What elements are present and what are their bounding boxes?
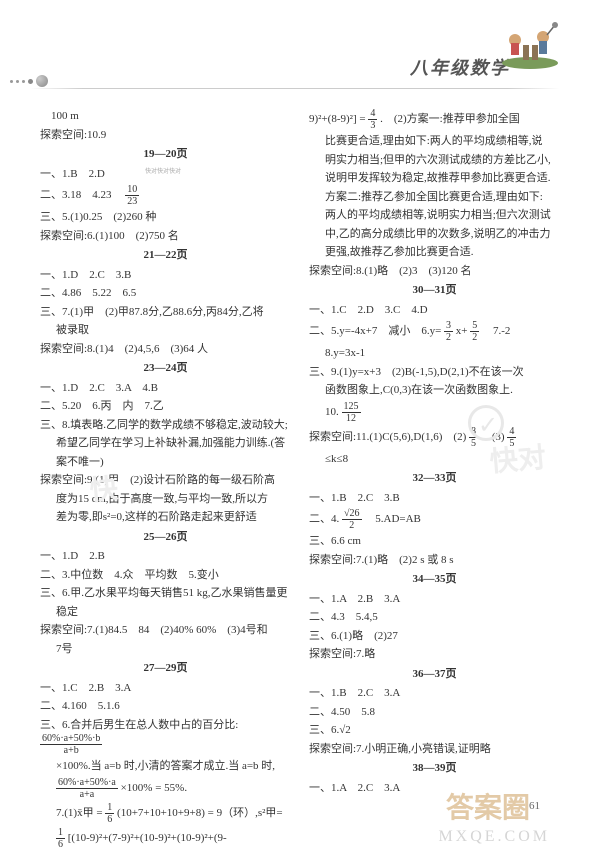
- section-title: 23—24页: [40, 360, 291, 377]
- text-line: 两人的平均成绩相等,说明实力相当;但六次测试: [309, 207, 560, 224]
- footer-logo: 答案圈: [446, 787, 530, 829]
- fraction: 16: [56, 827, 65, 850]
- text-line: 三、6.6 cm: [309, 533, 560, 550]
- footer-url: MXQE.COM: [438, 825, 550, 849]
- fraction: 1023: [125, 184, 139, 207]
- page-number: 61: [529, 798, 540, 815]
- section-title: 25—26页: [40, 529, 291, 546]
- text-line: 二、4.86 5.22 6.5: [40, 285, 291, 302]
- text-line: 案不唯一): [40, 454, 291, 471]
- text-line: 探索空间:7.(1)略 (2)2 s 或 8 s: [309, 552, 560, 569]
- text-line: 16 [(10-9)²+(7-9)²+(10-9)²+(10-9)²+(9-: [40, 827, 291, 850]
- text-line: 更强,故推荐乙参加比赛更合适.: [309, 244, 560, 261]
- text-line: 一、1.D 2.C 3.B: [40, 267, 291, 284]
- text-line: 一、1.B 2.C 3.A: [309, 685, 560, 702]
- text-line: 一、1.D 2.C 3.A 4.B: [40, 380, 291, 397]
- text-line: 9)²+(8-9)²] = 43 . (2)方案一:推荐甲参加全国: [309, 108, 560, 131]
- section-title: 32—33页: [309, 470, 560, 487]
- section-title: 34—35页: [309, 571, 560, 588]
- text-line: 一、1.C 2.B 3.A: [40, 680, 291, 697]
- text-line: 说明甲发挥较为稳定,故推荐甲参加比赛更合适.: [309, 170, 560, 187]
- fraction: 45: [507, 426, 516, 449]
- text-line: 探索空间:8.(1)4 (2)4,5,6 (3)64 人: [40, 341, 291, 358]
- section-title: 36—37页: [309, 666, 560, 683]
- text-line: 探索空间:6.(1)100 (2)750 名: [40, 228, 291, 245]
- section-title: 19—20页: [40, 146, 291, 163]
- section-title: 38—39页: [309, 760, 560, 777]
- fraction: 60%·a+50%·ba+b: [40, 733, 102, 756]
- page-header: 八年级数学: [0, 0, 590, 100]
- text-line: ≤k≤8: [309, 451, 560, 468]
- fraction: 52: [470, 320, 479, 343]
- text-line: 100 m: [40, 108, 291, 125]
- watermark-tiny: 快对快对快对: [145, 168, 181, 177]
- text-line: 二、4.3 5.4,5: [309, 609, 560, 626]
- text-line: 一、1.C 2.D 3.C 4.D: [309, 302, 560, 319]
- text-line: 三、8.填表略.乙同学的数学成绩不够稳定,波动较大;: [40, 417, 291, 434]
- text-line: 二、5.20 6.丙 内 7.乙: [40, 398, 291, 415]
- text-line: ×100%.当 a=b 时,小清的答案才成立.当 a=b 时,: [40, 758, 291, 775]
- text-line: 差为零,即s²=0,这样的石阶路走起来更舒适: [40, 509, 291, 526]
- text-line: 二、5.y=-4x+7 减小 6.y= 32 x+ 52 7.-2: [309, 320, 560, 343]
- text-line: 一、1.A 2.B 3.A: [309, 591, 560, 608]
- fraction: 60%·a+50%·aa+a: [56, 777, 118, 800]
- left-column: 100 m 探索空间:10.9 19—20页 一、1.B 2.D 二、3.18 …: [40, 108, 291, 852]
- content-area: 100 m 探索空间:10.9 19—20页 一、1.B 2.D 二、3.18 …: [0, 100, 590, 852]
- right-column: 9)²+(8-9)²] = 43 . (2)方案一:推荐甲参加全国 比赛更合适,…: [309, 108, 560, 852]
- text-line: 7号: [40, 641, 291, 658]
- header-illustration: [495, 15, 565, 70]
- section-title: 27—29页: [40, 660, 291, 677]
- text-line: 被录取: [40, 322, 291, 339]
- text-line: 8.y=3x-1: [309, 345, 560, 362]
- text-line: 探索空间:7.小明正确,小亮错误,证明略: [309, 741, 560, 758]
- text-line: 探索空间:10.9: [40, 127, 291, 144]
- text-line: 探索空间:7.略: [309, 646, 560, 663]
- text-line: 二、4.50 5.8: [309, 704, 560, 721]
- header-divider: [30, 88, 560, 89]
- text-line: 7.(1)x̄甲 = 16 (10+7+10+10+9+8) = 9（环）,s²…: [40, 802, 291, 825]
- text-line: 10. 12512: [309, 401, 560, 424]
- text-line: 三、6.合并后男生在总人数中占的百分比: 60%·a+50%·ba+b: [40, 717, 291, 757]
- text-line: 二、4. √262 5.AD=AB: [309, 508, 560, 531]
- fraction: 85: [469, 426, 478, 449]
- text-line: 二、3.18 4.23 1023: [40, 184, 291, 207]
- text-line: 稳定: [40, 604, 291, 621]
- section-title: 21—22页: [40, 247, 291, 264]
- text-line: 一、1.D 2.B: [40, 548, 291, 565]
- text-line: 度为15 dm,由于高度一致,与平均一致,所以方: [40, 491, 291, 508]
- text-line: 方案二:推荐乙参加全国比赛更合适,理由如下:: [309, 189, 560, 206]
- text-line: 三、5.(1)0.25 (2)260 种: [40, 209, 291, 226]
- text-line: 三、7.(1)甲 (2)甲87.8分,乙88.6分,丙84分,乙将: [40, 304, 291, 321]
- text-line: 探索空间:7.(1)84.5 84 (2)40% 60% (3)4号和: [40, 622, 291, 639]
- text-line: 二、3.中位数 4.众 平均数 5.变小: [40, 567, 291, 584]
- section-title: 30—31页: [309, 282, 560, 299]
- text-line: 明实力相当;但甲的六次测试成绩的方差比乙小,: [309, 152, 560, 169]
- text-line: 探索空间:9.(1)甲 (2)设计石阶路的每一级石阶高: [40, 472, 291, 489]
- text-line: 比赛更合适,理由如下:两人的平均成绩相等,说: [309, 133, 560, 150]
- text-line: 探索空间:8.(1)略 (2)3 (3)120 名: [309, 263, 560, 280]
- text-line: 60%·a+50%·aa+a ×100% = 55%.: [40, 777, 291, 800]
- text-line: 一、1.B 2.C 3.B: [309, 490, 560, 507]
- header-dots: [10, 75, 48, 87]
- text-line: 希望乙同学在学习上补缺补漏,加强能力训练.(答: [40, 435, 291, 452]
- fraction: 43: [368, 108, 377, 131]
- text-line: 三、6.甲.乙水果平均每天销售51 kg,乙水果销售量更: [40, 585, 291, 602]
- text-line: 三、9.(1)y=x+3 (2)B(-1,5),D(2,1)不在该一次: [309, 364, 560, 381]
- fraction: 12512: [342, 401, 361, 424]
- fraction: 32: [444, 320, 453, 343]
- text-line: 三、6.(1)略 (2)27: [309, 628, 560, 645]
- text-line: 中,乙的高分成绩比甲的次数多,说明乙的冲击力: [309, 226, 560, 243]
- text-line: 二、4.160 5.1.6: [40, 698, 291, 715]
- text-line: 探索空间:11.(1)C(5,6),D(1,6) (2) 85 (3) 45: [309, 426, 560, 449]
- text-line: 三、6.√2: [309, 722, 560, 739]
- text-line: 函数图象上,C(0,3)在该一次函数图象上.: [309, 382, 560, 399]
- fraction: 16: [105, 802, 114, 825]
- fraction: √262: [342, 508, 362, 531]
